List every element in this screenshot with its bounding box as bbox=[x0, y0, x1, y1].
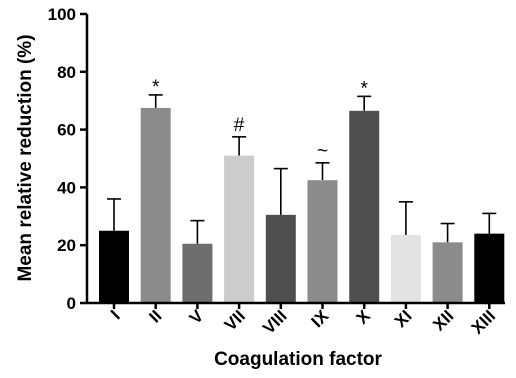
significance-marker: ~ bbox=[317, 141, 328, 162]
x-tick-label: XII bbox=[429, 306, 457, 334]
bar-x bbox=[349, 110, 380, 303]
bar-xi bbox=[390, 235, 421, 303]
y-tick-label: 100 bbox=[48, 5, 76, 24]
y-tick-label: 40 bbox=[57, 178, 76, 197]
x-tick-label: VII bbox=[221, 306, 249, 334]
y-tick-label: 80 bbox=[57, 63, 76, 82]
significance-marker: # bbox=[234, 115, 245, 136]
x-tick-label: I bbox=[107, 306, 124, 323]
bar-v bbox=[182, 243, 213, 303]
x-tick-label: IX bbox=[308, 306, 333, 331]
y-axis-title: Mean relative reduction (%) bbox=[15, 34, 36, 281]
y-tick-label: 0 bbox=[67, 294, 76, 313]
x-tick-label: XI bbox=[391, 306, 416, 331]
significance-marker: * bbox=[360, 78, 368, 99]
x-tick-label: VIII bbox=[259, 306, 290, 337]
x-tick-label: V bbox=[186, 306, 208, 328]
bar-xiii bbox=[474, 233, 505, 303]
x-tick-label: XIII bbox=[468, 306, 499, 337]
x-tick-label: II bbox=[145, 306, 165, 326]
x-axis-title: Coagulation factor bbox=[214, 349, 382, 370]
y-tick-label: 60 bbox=[57, 121, 76, 140]
bar-xii bbox=[432, 242, 463, 303]
x-tick-label: X bbox=[353, 306, 375, 328]
y-tick-label: 20 bbox=[57, 236, 76, 255]
bar-viii bbox=[265, 214, 296, 303]
bar-i bbox=[99, 230, 129, 303]
bar-vii bbox=[224, 155, 255, 303]
bar-ii bbox=[140, 107, 171, 303]
bar-ix bbox=[307, 180, 338, 303]
bars-layer: * # ~ * bbox=[99, 77, 505, 303]
significance-marker: * bbox=[152, 77, 160, 98]
